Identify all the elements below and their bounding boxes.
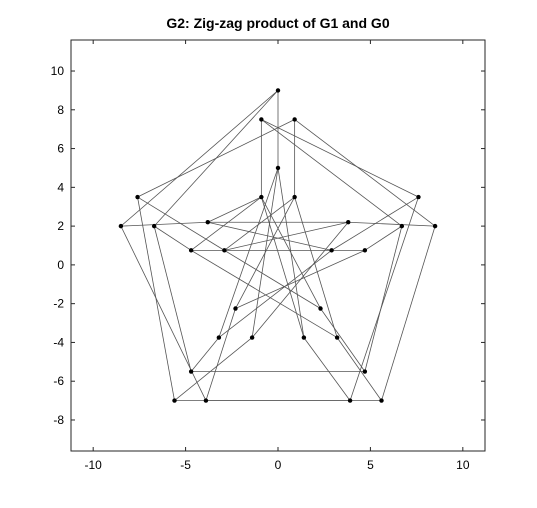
x-tick-label: 5 (367, 458, 374, 472)
graph-edge-o5-i4 (348, 221, 436, 227)
graph-node-i2 (259, 194, 264, 200)
graph-node-o8 (347, 398, 353, 403)
graph-node-i7 (318, 306, 323, 311)
graph-edge-o12-o15 (153, 226, 192, 372)
y-tick-label: 2 (57, 219, 64, 233)
graph-node-o6 (399, 223, 405, 229)
graph-edge-o8-i9 (303, 337, 351, 401)
graph-edge-o1-o14 (120, 90, 279, 227)
graph-node-i12 (216, 335, 222, 340)
graph-node-o2 (259, 117, 264, 122)
graph-edge-i8-i15 (190, 250, 338, 338)
graph-edge-i3-i8 (294, 196, 338, 338)
graph-edge-o5-o7 (381, 225, 436, 401)
graph-edge-o11-i10 (205, 308, 236, 401)
y-tick-label: 0 (57, 258, 64, 272)
graph-node-o12 (188, 369, 194, 374)
graph-node-i10 (233, 306, 238, 311)
chart-title: G2: Zig-zag product of G1 and G0 (166, 15, 389, 31)
graph-edge-o3-o13 (137, 119, 295, 198)
graph-edge-o6-o9 (364, 226, 403, 372)
nodes-layer (118, 88, 438, 403)
y-axis: -8 -6 -4 -2 0 2 4 6 8 10 (51, 64, 485, 427)
graph-node-i9 (301, 335, 307, 340)
graph-edge-o10-i11 (174, 337, 253, 401)
y-tick-label: 4 (57, 180, 64, 194)
edges-layer (120, 90, 436, 401)
y-tick-label: -4 (53, 335, 64, 349)
graph-node-i4 (346, 220, 351, 225)
graph-node-o13 (135, 194, 140, 200)
graph-node-o1 (275, 88, 281, 93)
graph-edge-i2-i9 (260, 196, 305, 338)
x-axis: -10 -5 0 5 10 (85, 40, 470, 472)
graph-edge-o12-i12 (190, 337, 220, 372)
graph-node-o7 (379, 398, 384, 403)
graph-edge-o2-o4 (261, 119, 419, 198)
graph-node-o14 (118, 223, 124, 229)
graph-edge-i11-i4 (251, 221, 349, 338)
graph-edge-i12-i6 (218, 250, 332, 338)
graph-edge-i6-i13 (207, 221, 332, 251)
graph-node-o4 (416, 194, 421, 200)
graph-edge-i1-i12 (218, 167, 279, 338)
graph-node-o5 (432, 223, 438, 229)
graph-edge-o6-i5 (364, 225, 403, 251)
graph-edge-i14-i3 (224, 196, 295, 251)
graph-edge-i9-i1 (277, 167, 305, 338)
y-tick-label: -2 (53, 297, 64, 311)
x-tick-label: -5 (180, 458, 191, 472)
graph-edge-o2-o6 (261, 119, 403, 227)
graph-node-i1 (275, 165, 281, 171)
graph-node-i14 (222, 248, 227, 253)
graph-node-i3 (292, 194, 297, 200)
graph-edge-o15-i15 (153, 225, 192, 251)
y-tick-label: -8 (53, 413, 64, 427)
graph-edge-o3-o5 (294, 119, 436, 227)
x-tick-label: -10 (85, 458, 103, 472)
y-tick-label: 6 (57, 142, 64, 156)
graph-node-o9 (362, 369, 368, 374)
y-tick-label: -6 (53, 374, 64, 388)
x-tick-label: 10 (456, 458, 470, 472)
graph-node-i15 (188, 248, 194, 253)
y-tick-label: 8 (57, 103, 64, 117)
graph-edge-o9-i7 (320, 308, 366, 372)
graph-edge-i7-i14 (224, 250, 321, 309)
graph-node-i5 (362, 248, 368, 253)
graph-edge-o7-i8 (336, 337, 382, 401)
graph-edge-i4-i14 (224, 221, 349, 251)
graph-node-o15 (151, 223, 157, 229)
graph-node-o11 (203, 398, 209, 403)
graph-node-i6 (329, 248, 334, 253)
graph-edge-i3-i10 (235, 196, 295, 309)
graph-node-o10 (172, 398, 177, 403)
graph-node-i11 (249, 335, 255, 340)
graph-node-o3 (292, 117, 297, 122)
y-tick-label: 10 (51, 64, 65, 78)
graph-edge-i15-i2 (190, 196, 262, 251)
graph-node-i8 (334, 335, 340, 340)
graph-edge-i13-i2 (207, 196, 262, 223)
x-tick-label: 0 (275, 458, 282, 472)
graph-node-i13 (205, 220, 210, 225)
graph-edge-o14-i13 (120, 221, 208, 227)
